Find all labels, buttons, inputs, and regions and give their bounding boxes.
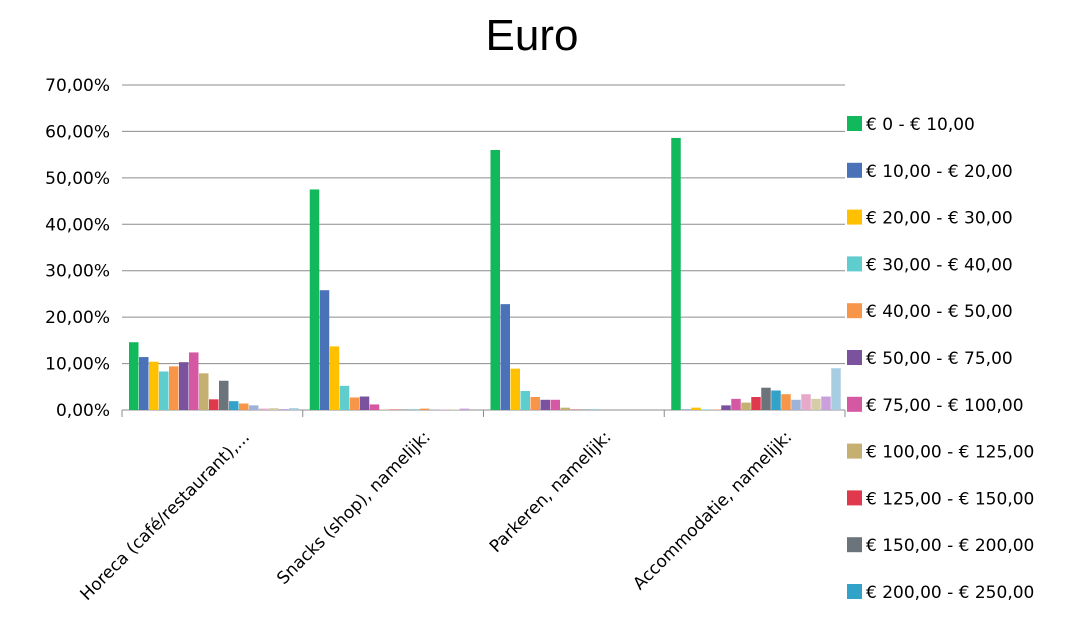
legend-label: € 10,00 - € 20,00	[866, 162, 1013, 182]
bar	[510, 368, 520, 410]
legend-swatch	[847, 396, 862, 412]
bar	[269, 408, 279, 410]
y-tick-label: 50,00%	[45, 169, 110, 189]
bar	[761, 387, 771, 410]
bar	[229, 401, 239, 410]
bar	[279, 409, 289, 410]
bar	[781, 394, 791, 410]
legend-swatch	[847, 537, 862, 553]
legend-label: € 100,00 - € 125,00	[866, 443, 1034, 463]
y-tick-label: 0,00%	[56, 401, 110, 421]
legend: € 0 - € 10,00 € 10,00 - € 20,00 € 20,00 - …	[847, 115, 1034, 603]
legend-swatch	[847, 162, 862, 178]
legend-swatch	[847, 490, 862, 506]
y-tick-label: 60,00%	[45, 122, 110, 142]
bar	[129, 342, 139, 410]
chart-title: Euro	[486, 11, 579, 60]
bar	[791, 399, 801, 410]
category-label: Parkeren, namelijk:	[486, 427, 616, 557]
bar	[751, 397, 761, 410]
legend-swatch	[847, 584, 862, 599]
legend-swatch	[847, 350, 862, 365]
bar	[671, 137, 681, 410]
bar	[741, 402, 751, 410]
legend-label: € 0 - € 10,00	[866, 115, 975, 135]
category-label: Horeca (café/restaurant),...	[77, 427, 254, 604]
legend-label: € 75,00 - € 100,00	[866, 396, 1024, 416]
category-label: Snacks (shop), namelijk:	[273, 427, 434, 588]
bar	[721, 405, 731, 410]
legend-label: € 30,00 - € 40,00	[866, 255, 1013, 275]
legend-swatch	[847, 303, 862, 319]
bar	[560, 407, 570, 410]
bar	[520, 390, 530, 410]
bar	[329, 346, 340, 410]
bar	[369, 404, 380, 410]
bar	[339, 385, 350, 410]
bars	[129, 137, 841, 410]
legend-label: € 125,00 - € 150,00	[866, 489, 1034, 509]
bar	[259, 408, 269, 410]
axes	[121, 409, 846, 417]
legend-swatch	[847, 209, 862, 225]
bar	[419, 408, 430, 410]
legend-label: € 50,00 - € 75,00	[866, 349, 1013, 369]
y-tick-label: 70,00%	[45, 76, 110, 96]
legend-label: € 20,00 - € 30,00	[866, 209, 1013, 229]
bar	[359, 396, 370, 410]
legend-label: € 150,00 - € 200,00	[866, 536, 1034, 556]
bar	[500, 304, 510, 410]
bar	[239, 403, 249, 410]
bar	[249, 405, 259, 410]
bar	[189, 352, 199, 410]
bar	[199, 373, 209, 410]
y-tick-label: 10,00%	[45, 355, 110, 375]
bar	[319, 290, 330, 410]
bar	[731, 398, 741, 410]
legend-swatch	[847, 116, 862, 131]
bar	[811, 398, 821, 410]
bar	[490, 150, 500, 410]
category-label: Accommodatie, namelijk:	[629, 427, 796, 594]
bar	[459, 408, 470, 410]
y-tick-label: 30,00%	[45, 262, 110, 282]
bar	[309, 189, 320, 410]
legend-swatch	[847, 256, 862, 272]
bar	[289, 408, 299, 410]
bar	[801, 394, 811, 410]
y-tick-label: 20,00%	[45, 308, 110, 328]
legend-swatch	[847, 443, 862, 459]
y-tick-label: 40,00%	[45, 215, 110, 235]
category-labels: Horeca (café/restaurant),... Snacks (shop…	[77, 427, 797, 604]
bar	[179, 362, 189, 410]
bar	[139, 357, 149, 410]
bar	[149, 361, 159, 410]
bar	[169, 366, 179, 410]
bar	[771, 390, 781, 410]
bar	[550, 399, 560, 410]
gridlines	[122, 84, 845, 365]
bar	[530, 397, 540, 410]
bar	[831, 368, 841, 410]
bar	[349, 397, 360, 410]
bar	[821, 396, 831, 410]
legend-label: € 40,00 - € 50,00	[866, 302, 1013, 322]
bar	[219, 380, 229, 410]
y-tick-labels: 0,00% 10,00% 20,00% 30,00% 40,00% 50,00% 60,00…	[45, 76, 110, 421]
bar	[209, 399, 219, 410]
legend-label: € 200,00 - € 250,00	[866, 583, 1034, 603]
bar	[159, 371, 169, 410]
bar	[691, 407, 701, 410]
bar	[540, 399, 550, 410]
